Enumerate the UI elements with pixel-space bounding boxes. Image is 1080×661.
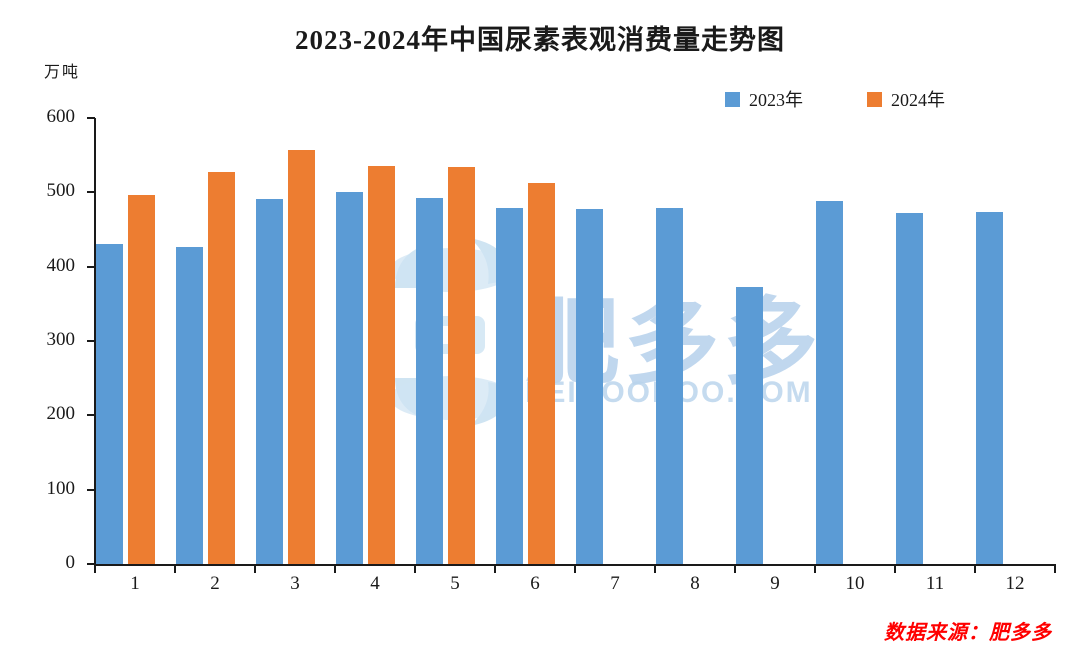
bar-2024年-1[interactable] — [128, 195, 155, 564]
y-axis-tick — [87, 488, 95, 491]
x-axis-tick-label: 5 — [450, 573, 460, 594]
bar-2023年-9[interactable] — [736, 287, 763, 564]
chart-legend: 2023年 2024年 — [725, 86, 945, 112]
bar-2023年-7[interactable] — [576, 209, 603, 564]
legend-swatch-2023 — [725, 91, 740, 107]
y-axis-tick — [87, 265, 95, 268]
legend-swatch-2024 — [867, 91, 882, 107]
plot-area: 0 100 200 300 400 500 600 1 2 3 4 5 6 7 8 9 10 11 12 — [47, 106, 1056, 594]
bar-2023年-12[interactable] — [976, 211, 1003, 564]
legend-item-2023[interactable]: 2023年 — [725, 86, 803, 112]
y-axis-tick-label: 400 — [46, 254, 76, 276]
x-axis-tick-label: 2 — [210, 573, 220, 594]
data-source-note: 数据来源：肥多多 — [884, 622, 1052, 644]
y-axis-tick — [87, 340, 95, 342]
y-axis-tick-label: 100 — [46, 477, 76, 499]
x-axis-tick — [494, 564, 496, 573]
y-axis-tick — [87, 117, 95, 119]
bar-2024年-3[interactable] — [288, 149, 315, 564]
x-axis-tick — [254, 564, 256, 573]
y-axis-tick-label: 0 — [65, 552, 76, 573]
x-axis-tick-label: 7 — [610, 573, 620, 594]
bar-2023年-3[interactable] — [256, 199, 283, 564]
x-axis-tick — [94, 564, 96, 573]
y-axis-tick — [87, 191, 95, 194]
bar-2023年-5[interactable] — [416, 197, 443, 564]
y-axis-tick-label: 200 — [46, 403, 76, 425]
bar-2024年-5[interactable] — [448, 167, 475, 564]
x-axis-tick-label: 6 — [530, 573, 540, 594]
y-axis-tick — [87, 414, 95, 417]
legend-label-2024: 2024年 — [891, 90, 945, 110]
x-axis-tick-label: 10 — [845, 573, 865, 594]
bar-2023年-11[interactable] — [896, 213, 923, 564]
x-axis-tick — [1054, 564, 1056, 573]
x-axis-tick-label: 11 — [925, 573, 945, 594]
bar-2024年-4[interactable] — [368, 165, 395, 564]
legend-item-2024[interactable]: 2024年 — [867, 86, 945, 112]
x-axis-tick — [894, 564, 896, 573]
bar-2023年-10[interactable] — [816, 200, 843, 564]
x-axis-tick-label: 9 — [770, 573, 780, 594]
x-axis-tick — [334, 564, 336, 573]
y-axis-line — [94, 118, 96, 564]
y-axis-tick — [87, 563, 95, 565]
y-axis-unit-label: 万吨 — [44, 64, 81, 81]
bar-2024年-6[interactable] — [528, 182, 555, 564]
bar-2023年-2[interactable] — [176, 247, 203, 564]
bar-2023年-4[interactable] — [336, 192, 363, 564]
x-axis-tick — [654, 564, 656, 573]
legend-label-2023: 2023年 — [749, 90, 803, 110]
y-axis-tick-label: 300 — [46, 329, 76, 350]
y-axis-tick-label: 600 — [46, 106, 76, 127]
bar-2023年-1[interactable] — [96, 244, 123, 564]
bar-2024年-2[interactable] — [208, 171, 235, 564]
x-axis-tick — [814, 564, 816, 573]
x-axis-tick-label: 1 — [130, 573, 140, 594]
x-axis-tick-label: 12 — [1005, 573, 1025, 594]
x-axis-tick-label: 4 — [370, 573, 380, 594]
x-axis-tick — [574, 564, 576, 573]
x-axis-tick — [414, 564, 416, 573]
x-axis-tick-label: 8 — [690, 573, 700, 594]
x-axis-tick — [734, 564, 736, 573]
x-axis-tick-label: 3 — [290, 573, 300, 594]
chart-title: 2023-2024年中国尿素表观消费量走势图 — [295, 25, 785, 55]
bar-2023年-8[interactable] — [656, 207, 683, 564]
x-axis-tick — [174, 564, 176, 573]
y-axis-tick-label: 500 — [46, 180, 76, 202]
x-axis-tick — [974, 564, 976, 573]
bar-2023年-6[interactable] — [496, 207, 523, 564]
